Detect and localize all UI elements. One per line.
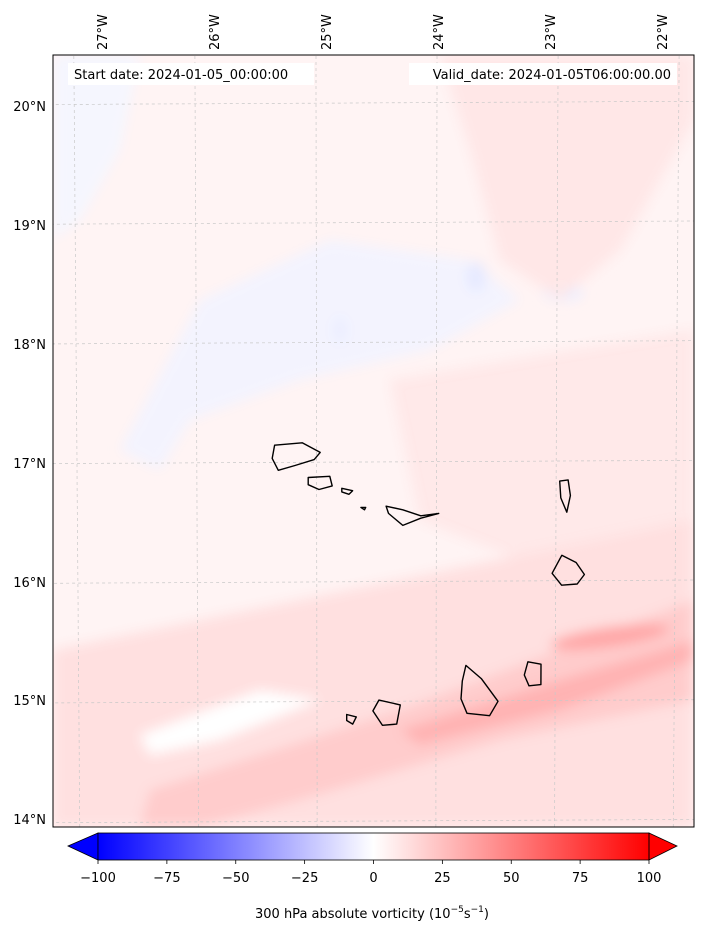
latitude-tick-label: 18°N xyxy=(13,338,46,353)
island-outline xyxy=(346,713,357,725)
field-positive-core-2 xyxy=(400,640,694,745)
meridian-line xyxy=(672,55,680,827)
parallel-line xyxy=(53,100,694,105)
colorbar-label-mid: s xyxy=(464,907,471,922)
meridian-line xyxy=(435,55,438,827)
latitude-tick-labels: 20°N 19°N 18°N 17°N 16°N 15°N 14°N xyxy=(13,100,46,828)
colorbar-tick-label: −75 xyxy=(153,871,180,886)
field-positive-band-mid xyxy=(390,330,694,560)
start-date-label: Start date: 2024-01-05_00:00:00 xyxy=(74,68,288,83)
valid-date-label: Valid_date: 2024-01-05T06:00:00.00 xyxy=(433,68,671,83)
parallel-line xyxy=(53,819,694,823)
longitude-tick-label: 23°W xyxy=(544,14,559,50)
colorbar: −100 −75 −50 −25 0 25 50 75 100 300 hPa absolute… xyxy=(67,832,678,922)
island-outline xyxy=(523,661,542,687)
longitude-tick-label: 26°W xyxy=(208,14,223,50)
latitude-tick-label: 19°N xyxy=(13,219,46,234)
field-white-streak xyxy=(140,690,320,755)
graticule-gridlines xyxy=(53,55,694,827)
field-weak-negative-center xyxy=(120,240,520,470)
parallel-line xyxy=(53,340,694,345)
field-negative-blob-3 xyxy=(332,316,348,344)
parallel-line xyxy=(53,220,694,225)
colorbar-label-exp1: −5 xyxy=(451,905,464,915)
longitude-tick-label: 22°W xyxy=(656,14,671,50)
longitude-tick-label: 27°W xyxy=(96,14,111,50)
parallel-line xyxy=(53,579,694,584)
colorbar-label-end: ) xyxy=(484,907,489,922)
latitude-tick-label: 14°N xyxy=(13,813,46,828)
field-negative-blob-1 xyxy=(466,262,486,292)
latitude-tick-label: 16°N xyxy=(13,576,46,591)
field-shading xyxy=(53,55,694,827)
field-weak-negative-nw xyxy=(53,55,140,240)
colorbar-label-main: 300 hPa absolute vorticity (10 xyxy=(255,907,451,922)
meridian-line xyxy=(554,55,559,827)
island-outline xyxy=(551,554,586,586)
island-outline xyxy=(372,699,401,726)
latitude-tick-label: 20°N xyxy=(13,100,46,115)
meridian-line xyxy=(315,55,318,827)
start-date-box xyxy=(68,63,314,85)
colorbar-tick-label: 75 xyxy=(572,871,589,886)
colorbar-left-extension xyxy=(67,832,99,861)
longitude-tick-labels: 27°W 26°W 25°W 24°W 23°W 22°W xyxy=(96,14,671,50)
island-outline xyxy=(360,506,367,511)
meridian-line xyxy=(194,55,199,827)
vorticity-field xyxy=(53,55,694,827)
field-positive-max xyxy=(550,624,670,650)
island-outline xyxy=(385,505,440,527)
parallel-line xyxy=(53,459,694,464)
island-outline xyxy=(307,475,333,491)
meridian-line xyxy=(73,55,81,827)
island-outline xyxy=(559,479,572,513)
colorbar-label-exp2: −1 xyxy=(471,905,484,915)
latitude-tick-label: 17°N xyxy=(13,457,46,472)
colorbar-tick-label: 0 xyxy=(369,871,377,886)
colorbar-gradient xyxy=(98,833,649,860)
longitude-tick-label: 24°W xyxy=(432,14,447,50)
colorbar-label: 300 hPa absolute vorticity (10−5s−1) xyxy=(255,905,489,922)
islands-layer xyxy=(271,442,586,726)
colorbar-tick-label: 50 xyxy=(503,871,520,886)
latitude-tick-label: 15°N xyxy=(13,694,46,709)
colorbar-tick-label: −25 xyxy=(291,871,318,886)
island-outline xyxy=(341,487,354,495)
colorbar-tick-label: −50 xyxy=(222,871,249,886)
valid-date-box xyxy=(409,63,677,85)
longitude-tick-label: 25°W xyxy=(320,14,335,50)
colorbar-right-extension xyxy=(648,832,678,861)
colorbar-tick-label: −100 xyxy=(80,871,116,886)
colorbar-tick-label: 25 xyxy=(434,871,451,886)
field-positive-band-south xyxy=(53,520,694,827)
island-outline xyxy=(271,442,321,471)
colorbar-ticks: −100 −75 −50 −25 0 25 50 75 100 xyxy=(80,860,661,886)
parallel-line xyxy=(53,699,694,704)
field-positive-band-ne xyxy=(440,55,694,300)
plot-frame xyxy=(52,54,695,828)
island-outline xyxy=(460,664,499,717)
colorbar-tick-label: 100 xyxy=(637,871,662,886)
